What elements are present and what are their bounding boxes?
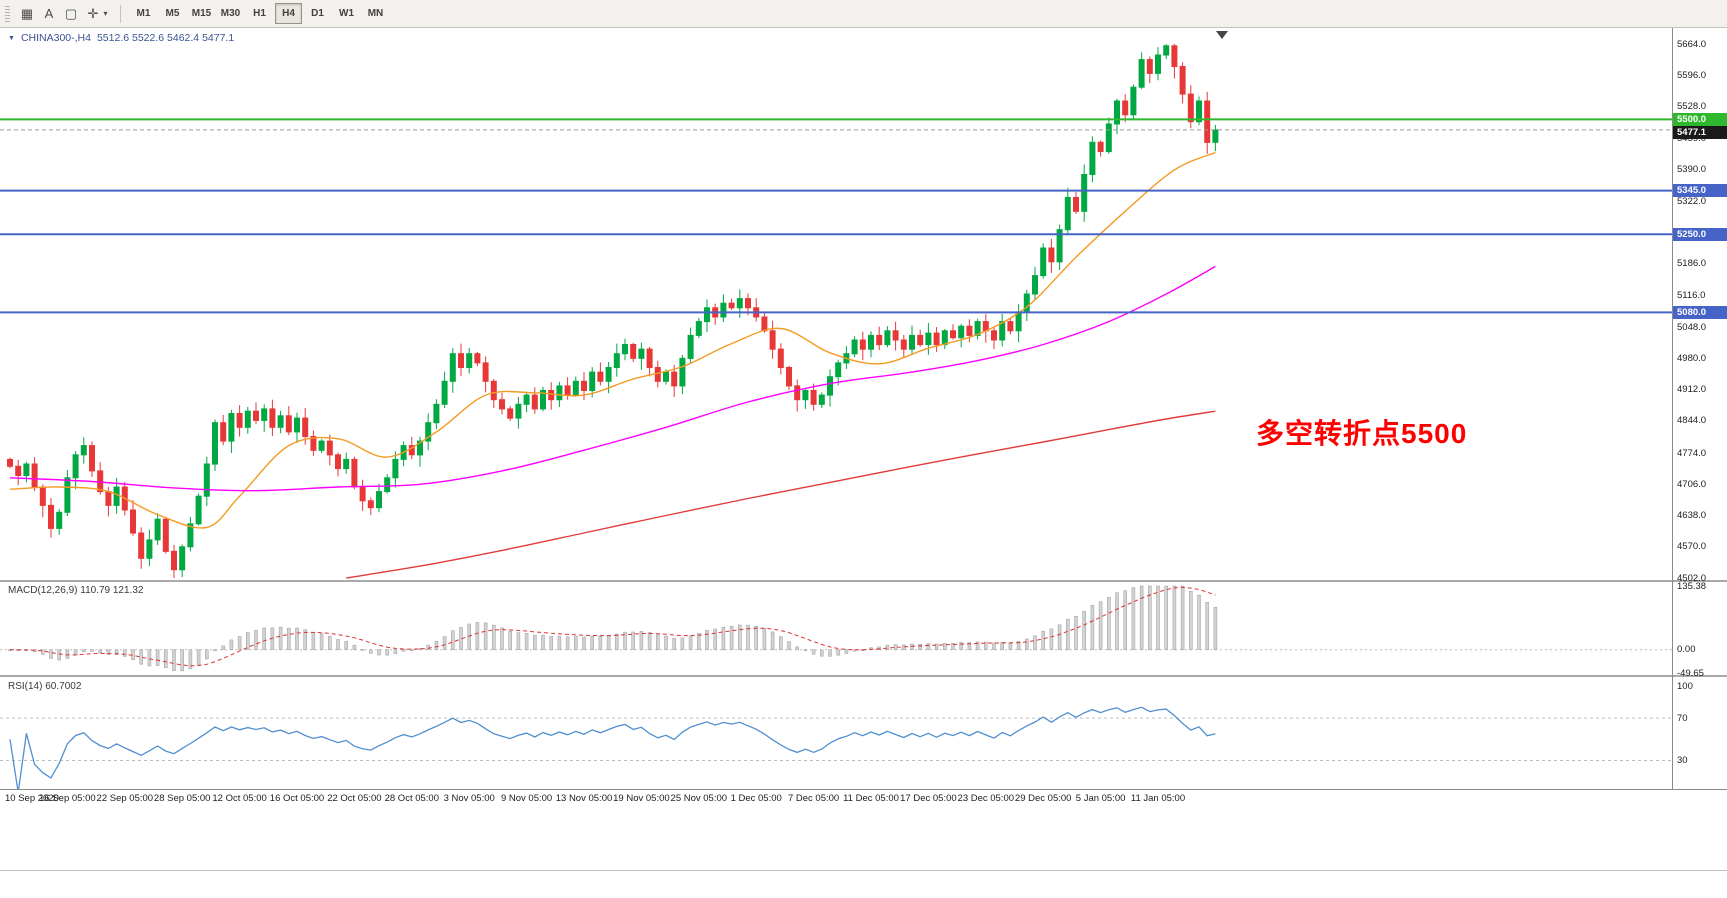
- annotation-text: 多空转折点5500: [1256, 418, 1468, 449]
- price-axis-label: 4570.0: [1677, 541, 1707, 553]
- price-badge-5250.0: 5250.0: [1673, 227, 1727, 241]
- price-axis-label: 4706.0: [1677, 478, 1707, 490]
- time-axis-label: 10 Sep 2020: [5, 793, 59, 804]
- toolbar-grip[interactable]: [5, 5, 10, 22]
- price-axis-label: 5322.0: [1677, 195, 1707, 207]
- chart-ohlc-values: 5512.6 5522.6 5462.4 5477.1: [96, 32, 235, 44]
- price-badge-5500.0: 5500.0: [1673, 112, 1727, 126]
- price-axis-line: [1672, 28, 1673, 790]
- time-axis-label: 25 Nov 05:00: [670, 793, 728, 804]
- timeframe-toolbar: M1 M5 M15 M30 H1 H4 D1 W1 MN: [130, 3, 389, 24]
- timeframe-m5[interactable]: M5: [159, 3, 186, 24]
- rsi-axis-label: 70: [1677, 712, 1688, 724]
- frame-tool-icon[interactable]: ▢: [64, 5, 78, 21]
- price-axis-label: 4502.0: [1677, 572, 1707, 584]
- time-axis-label: 11 Dec 05:00: [843, 793, 899, 804]
- time-axis-label: 11 Jan 05:00: [1130, 793, 1186, 804]
- timeframe-m15[interactable]: M15: [188, 3, 215, 24]
- price-badge-5080.0: 5080.0: [1673, 305, 1727, 319]
- time-axis-label: 16 Sep 05:00: [39, 793, 96, 804]
- macd-histogram: [8, 585, 1218, 672]
- ma-medium-line: [9, 265, 1216, 492]
- time-axis-label: 28 Sep 05:00: [153, 793, 211, 804]
- price-axis-label: 5664.0: [1677, 38, 1707, 50]
- price-axis-label: 5596.0: [1677, 69, 1707, 81]
- price-axis-label: 5048.0: [1677, 321, 1707, 333]
- candles: [7, 44, 1219, 578]
- time-axis-label: 29 Dec 05:00: [1014, 793, 1072, 804]
- rsi-axis-label: 100: [1677, 680, 1693, 692]
- rsi-axis-label: 30: [1677, 755, 1688, 766]
- dropdown-caret-icon[interactable]: ▾: [103, 9, 108, 18]
- toolbar-divider: [120, 4, 121, 23]
- toolbar: ▦ A ▢ ✛ ▾ M1 M5 M15 M30 H1 H4 D1 W1 MN: [0, 0, 1727, 28]
- chart-shift-marker[interactable]: [1216, 31, 1228, 39]
- time-axis-label: 22 Sep 05:00: [96, 793, 154, 804]
- timeframe-h4[interactable]: H4: [275, 3, 302, 24]
- time-axis-label: 17 Dec 05:00: [900, 793, 957, 804]
- macd-axis-label: -49.65: [1677, 667, 1704, 679]
- price-axis-label: 4638.0: [1677, 510, 1707, 521]
- macd-axis-label: 135.38: [1677, 580, 1707, 592]
- time-axis-label: 1 Dec 05:00: [730, 793, 782, 804]
- time-axis-label: 5 Jan 05:00: [1075, 793, 1126, 804]
- chart-symbol-period: CHINA300-,H4: [20, 32, 91, 44]
- rsi-panel[interactable]: [0, 679, 1672, 789]
- price-badge-5345.0: 5345.0: [1673, 184, 1727, 198]
- macd-panel[interactable]: [0, 584, 1672, 675]
- time-axis-label: 12 Oct 05:00: [212, 793, 267, 804]
- timeframe-mn[interactable]: MN: [362, 3, 389, 24]
- text-tool-icon[interactable]: A: [44, 6, 54, 21]
- price-axis-label: 5116.0: [1677, 290, 1706, 302]
- time-axis-label: 19 Nov 05:00: [613, 793, 670, 804]
- window-tile-icon[interactable]: ▦: [20, 5, 34, 21]
- bottom-divider: [0, 870, 1727, 871]
- timeframe-m1[interactable]: M1: [130, 3, 157, 24]
- price-axis-label: 4980.0: [1677, 352, 1707, 364]
- time-axis-label: 13 Nov 05:00: [555, 793, 613, 804]
- time-axis-label: 3 Nov 05:00: [443, 793, 495, 804]
- timeframe-w1[interactable]: W1: [333, 3, 360, 24]
- time-axis-label: 23 Dec 05:00: [957, 793, 1015, 804]
- timeframe-h1[interactable]: H1: [246, 3, 273, 24]
- time-axis-label: 7 Dec 05:00: [787, 793, 840, 804]
- price-axis-label: 4844.0: [1677, 415, 1707, 427]
- price-axis-label: 5186.0: [1677, 258, 1707, 270]
- ma-fast-line: [9, 151, 1216, 529]
- chart-dropdown-icon[interactable]: ▼: [8, 34, 15, 42]
- time-axis-label: 16 Oct 05:00: [269, 793, 325, 804]
- price-axis-label: 4774.0: [1677, 447, 1707, 459]
- price-badge-5477.1: 5477.1: [1673, 125, 1727, 139]
- price-axis-label: 5528.0: [1677, 101, 1707, 112]
- price-axis-label: 5390.0: [1677, 164, 1707, 176]
- macd-axis-label: 0.00: [1677, 644, 1696, 656]
- rsi-line: [9, 706, 1216, 789]
- crosshair-icon[interactable]: ✛: [87, 5, 99, 21]
- timeframe-d1[interactable]: D1: [304, 3, 331, 24]
- time-axis-line: [0, 789, 1727, 790]
- chart-header: ▼ CHINA300-,H4 5512.6 5522.6 5462.4 5477…: [8, 32, 234, 44]
- panel-splitter[interactable]: [0, 675, 1727, 677]
- ma-slow-line: [346, 410, 1216, 579]
- price-axis-label: 4912.0: [1677, 384, 1707, 396]
- main-chart-panel[interactable]: [0, 28, 1672, 580]
- time-axis-label: 22 Oct 05:00: [327, 793, 382, 804]
- timeframe-m30[interactable]: M30: [217, 3, 244, 24]
- panel-splitter[interactable]: [0, 580, 1727, 582]
- macd-indicator-label: MACD(12,26,9) 110.79 121.32: [8, 585, 144, 596]
- rsi-indicator-label: RSI(14) 60.7002: [8, 681, 82, 692]
- time-axis-label: 28 Oct 05:00: [384, 793, 439, 804]
- time-axis-label: 9 Nov 05:00: [500, 793, 553, 804]
